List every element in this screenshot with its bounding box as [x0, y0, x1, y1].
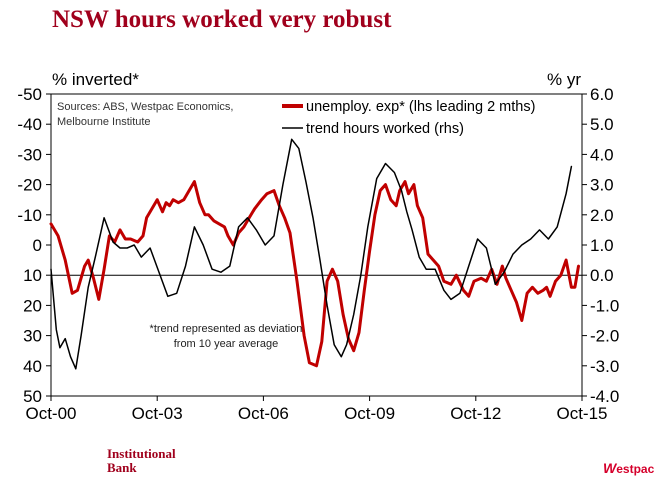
- right-tick-label: 3.0: [590, 176, 614, 195]
- series-line-hours: [50, 138, 573, 370]
- x-axis: Oct-00 Oct-03 Oct-06 Oct-09 Oct-12 Oct-15: [25, 396, 608, 423]
- right-tick-label: 6.0: [590, 85, 614, 104]
- x-tick-label: Oct-09: [344, 404, 395, 423]
- right-tick-label: 5.0: [590, 115, 614, 134]
- left-tick-label: 30: [23, 327, 42, 346]
- right-tick-label: 0.0: [590, 266, 614, 285]
- left-tick-label: 20: [23, 296, 42, 315]
- plot-area: [50, 93, 583, 397]
- x-tick-label: Oct-06: [238, 404, 289, 423]
- left-tick-label: -50: [17, 85, 42, 104]
- right-tick-label: 4.0: [590, 145, 614, 164]
- series-layer: [49, 138, 580, 370]
- x-tick-label: Oct-15: [556, 404, 607, 423]
- left-tick-label: 50: [23, 387, 42, 406]
- institutional-bank-logo: Institutional Bank: [107, 447, 176, 475]
- right-tick-label: -3.0: [590, 357, 619, 376]
- right-tick-label: -1.0: [590, 296, 619, 315]
- left-tick-label: -30: [17, 145, 42, 164]
- legend: unemploy. exp* (lhs leading 2 mths) tren…: [282, 99, 535, 137]
- left-tick-label: -20: [17, 176, 42, 195]
- westpac-wordmark: estpac: [616, 462, 655, 476]
- x-tick-label: Oct-00: [25, 404, 76, 423]
- x-tick-label: Oct-03: [132, 404, 183, 423]
- footnote-line: from 10 year average: [174, 338, 279, 350]
- right-axis: 6.0 5.0 4.0 3.0 2.0 1.0 0.0 -1.0 -2.0 -3.0 -4.0: [582, 85, 619, 406]
- source-note: Sources: ABS, Westpac Economics, Melbour…: [57, 101, 233, 128]
- westpac-logo: Westpac: [603, 460, 654, 476]
- right-tick-label: 1.0: [590, 236, 614, 255]
- legend-label-unemploy: unemploy. exp* (lhs leading 2 mths): [306, 99, 535, 115]
- left-tick-label: 0: [33, 236, 42, 255]
- series-line-unemploy: [49, 180, 580, 368]
- right-tick-label: 2.0: [590, 206, 614, 225]
- right-tick-label: -4.0: [590, 387, 619, 406]
- left-axis-label: % inverted*: [52, 70, 139, 89]
- right-axis-label: % yr: [547, 70, 581, 89]
- plot-border: [50, 93, 583, 397]
- source-line: Melbourne Institute: [57, 116, 151, 128]
- source-line: Sources: ABS, Westpac Economics,: [57, 101, 233, 113]
- legend-label-hours: trend hours worked (rhs): [306, 121, 464, 137]
- logo-line: Institutional: [107, 446, 176, 461]
- left-tick-label: -10: [17, 206, 42, 225]
- footnote-line: *trend represented as deviation: [150, 323, 303, 335]
- right-tick-label: -2.0: [590, 327, 619, 346]
- westpac-mark: W: [603, 460, 617, 476]
- left-tick-label: 40: [23, 357, 42, 376]
- logo-line: Bank: [107, 460, 137, 475]
- x-tick-label: Oct-12: [450, 404, 501, 423]
- left-tick-label: 10: [23, 266, 42, 285]
- page-title: NSW hours worked very robust: [52, 6, 392, 33]
- footnote: *trend represented as deviation from 10 …: [150, 323, 303, 350]
- left-tick-label: -40: [17, 115, 42, 134]
- left-axis: -50 -40 -30 -20 -10 0 10 20 30 40 50: [17, 85, 51, 406]
